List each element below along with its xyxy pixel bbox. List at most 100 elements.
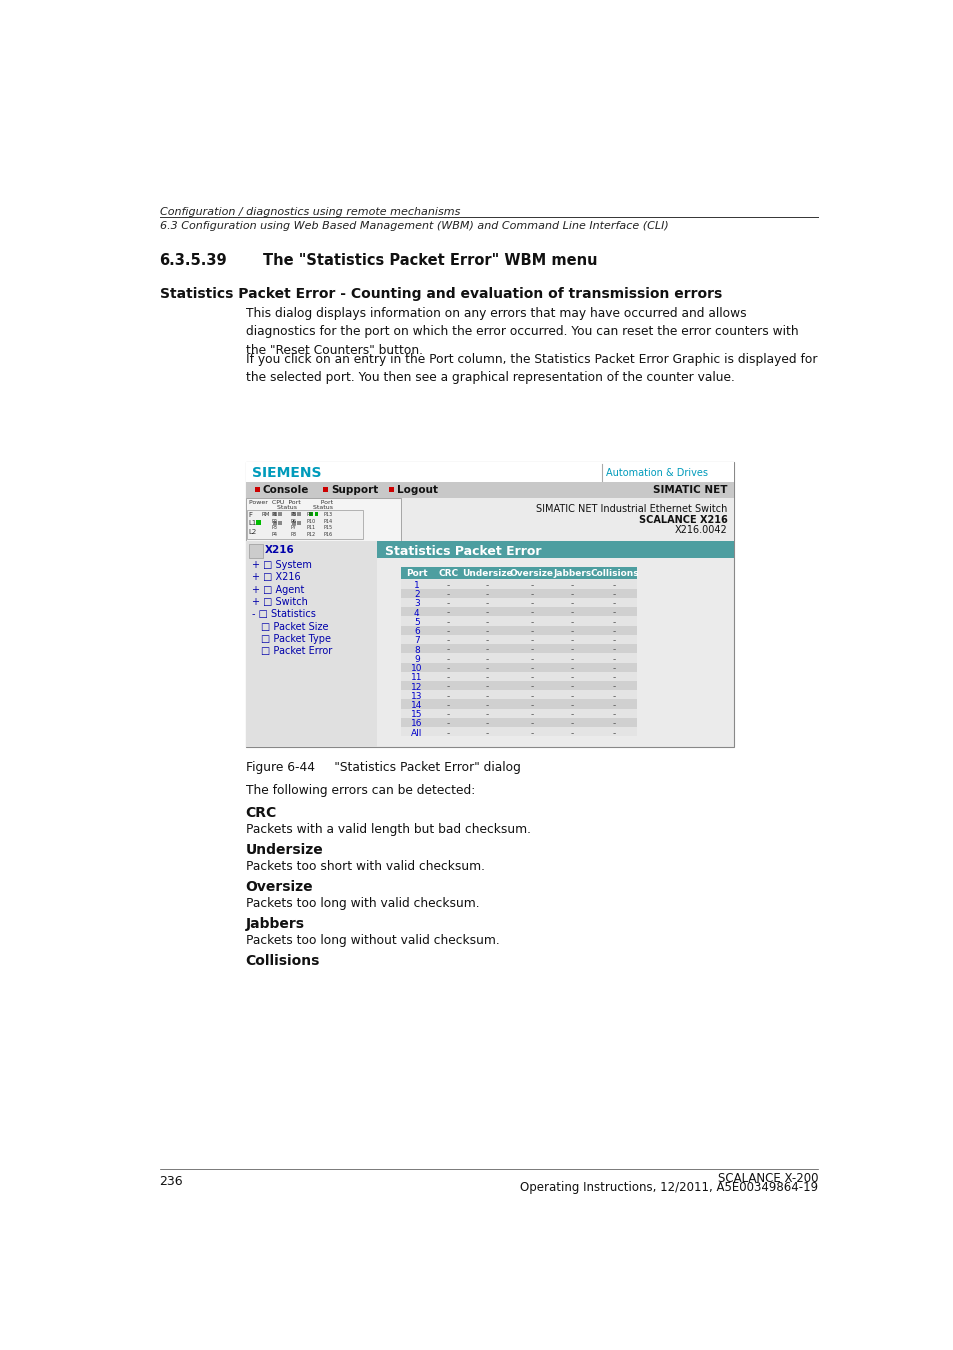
Text: -: - bbox=[485, 701, 489, 710]
Text: -: - bbox=[530, 609, 533, 617]
Text: Packets too long without valid checksum.: Packets too long without valid checksum. bbox=[245, 934, 498, 946]
FancyBboxPatch shape bbox=[245, 498, 733, 541]
Text: Automation & Drives: Automation & Drives bbox=[605, 467, 707, 478]
Text: -: - bbox=[485, 710, 489, 720]
FancyBboxPatch shape bbox=[464, 709, 510, 718]
Text: CRC: CRC bbox=[438, 570, 458, 578]
Text: Power  CPU  Port          Port: Power CPU Port Port bbox=[249, 500, 333, 505]
Text: The "Statistics Packet Error" WBM menu: The "Statistics Packet Error" WBM menu bbox=[262, 252, 597, 267]
FancyBboxPatch shape bbox=[592, 653, 637, 663]
FancyBboxPatch shape bbox=[553, 644, 592, 653]
FancyBboxPatch shape bbox=[400, 680, 433, 690]
Text: -: - bbox=[485, 645, 489, 655]
FancyBboxPatch shape bbox=[553, 567, 592, 579]
Text: RM: RM bbox=[261, 513, 269, 517]
FancyBboxPatch shape bbox=[292, 521, 295, 525]
Text: P3: P3 bbox=[272, 525, 277, 531]
Text: 2: 2 bbox=[414, 590, 419, 599]
FancyBboxPatch shape bbox=[433, 653, 464, 663]
Text: Oversize: Oversize bbox=[245, 880, 313, 894]
FancyBboxPatch shape bbox=[464, 672, 510, 680]
FancyBboxPatch shape bbox=[400, 567, 433, 579]
Text: -: - bbox=[612, 645, 616, 655]
Text: -: - bbox=[447, 674, 450, 682]
Text: Packets too short with valid checksum.: Packets too short with valid checksum. bbox=[245, 860, 484, 872]
Text: Configuration / diagnostics using remote mechanisms: Configuration / diagnostics using remote… bbox=[159, 207, 459, 216]
Text: -: - bbox=[571, 720, 574, 729]
FancyBboxPatch shape bbox=[247, 510, 363, 539]
Text: F: F bbox=[249, 512, 253, 517]
FancyBboxPatch shape bbox=[433, 663, 464, 672]
Text: -: - bbox=[571, 580, 574, 590]
Text: -: - bbox=[612, 710, 616, 720]
Text: P8: P8 bbox=[291, 532, 296, 537]
Text: -: - bbox=[485, 599, 489, 609]
FancyBboxPatch shape bbox=[553, 690, 592, 699]
FancyBboxPatch shape bbox=[592, 644, 637, 653]
FancyBboxPatch shape bbox=[400, 579, 433, 589]
Text: -: - bbox=[571, 609, 574, 617]
Text: -: - bbox=[485, 720, 489, 729]
Text: 8: 8 bbox=[414, 645, 419, 655]
FancyBboxPatch shape bbox=[245, 462, 733, 482]
Text: P4: P4 bbox=[272, 532, 277, 537]
FancyBboxPatch shape bbox=[510, 617, 553, 625]
Text: L2: L2 bbox=[249, 528, 256, 535]
Text: Undersize: Undersize bbox=[245, 842, 323, 857]
Text: -: - bbox=[447, 655, 450, 664]
FancyBboxPatch shape bbox=[553, 680, 592, 690]
FancyBboxPatch shape bbox=[592, 608, 637, 617]
FancyBboxPatch shape bbox=[592, 634, 637, 644]
FancyBboxPatch shape bbox=[592, 589, 637, 598]
FancyBboxPatch shape bbox=[464, 699, 510, 709]
Text: CRC: CRC bbox=[245, 806, 276, 819]
Text: -: - bbox=[447, 590, 450, 599]
Text: 15: 15 bbox=[411, 710, 422, 720]
Text: -: - bbox=[571, 590, 574, 599]
Text: + □ Switch: + □ Switch bbox=[252, 597, 307, 608]
FancyBboxPatch shape bbox=[400, 617, 433, 625]
FancyBboxPatch shape bbox=[553, 634, 592, 644]
Text: -: - bbox=[530, 636, 533, 645]
FancyBboxPatch shape bbox=[292, 513, 295, 516]
FancyBboxPatch shape bbox=[553, 625, 592, 634]
FancyBboxPatch shape bbox=[433, 718, 464, 728]
FancyBboxPatch shape bbox=[464, 567, 510, 579]
Text: -: - bbox=[530, 655, 533, 664]
FancyBboxPatch shape bbox=[592, 699, 637, 709]
FancyBboxPatch shape bbox=[592, 663, 637, 672]
FancyBboxPatch shape bbox=[592, 728, 637, 736]
FancyBboxPatch shape bbox=[464, 690, 510, 699]
Text: Packets too long with valid checksum.: Packets too long with valid checksum. bbox=[245, 896, 478, 910]
Text: SCALANCE X-200: SCALANCE X-200 bbox=[717, 1172, 818, 1185]
Text: -: - bbox=[485, 683, 489, 691]
FancyBboxPatch shape bbox=[400, 567, 637, 736]
FancyBboxPatch shape bbox=[323, 487, 328, 493]
FancyBboxPatch shape bbox=[510, 608, 553, 617]
FancyBboxPatch shape bbox=[592, 690, 637, 699]
FancyBboxPatch shape bbox=[249, 544, 262, 558]
FancyBboxPatch shape bbox=[510, 718, 553, 728]
Text: P5: P5 bbox=[291, 512, 296, 517]
Text: 9: 9 bbox=[414, 655, 419, 664]
Text: Status        Status: Status Status bbox=[249, 505, 333, 510]
FancyBboxPatch shape bbox=[553, 653, 592, 663]
FancyBboxPatch shape bbox=[510, 728, 553, 736]
Text: P9: P9 bbox=[306, 512, 312, 517]
FancyBboxPatch shape bbox=[400, 625, 433, 634]
Text: -: - bbox=[485, 664, 489, 674]
Text: -: - bbox=[612, 590, 616, 599]
Text: -: - bbox=[612, 674, 616, 682]
Text: -: - bbox=[530, 683, 533, 691]
FancyBboxPatch shape bbox=[510, 672, 553, 680]
Text: Console: Console bbox=[262, 486, 309, 495]
FancyBboxPatch shape bbox=[510, 625, 553, 634]
Text: -: - bbox=[530, 618, 533, 626]
FancyBboxPatch shape bbox=[553, 589, 592, 598]
Text: 5: 5 bbox=[414, 618, 419, 626]
Text: Jabbers: Jabbers bbox=[553, 570, 591, 578]
FancyBboxPatch shape bbox=[553, 579, 592, 589]
FancyBboxPatch shape bbox=[592, 680, 637, 690]
Text: -: - bbox=[485, 580, 489, 590]
FancyBboxPatch shape bbox=[433, 589, 464, 598]
